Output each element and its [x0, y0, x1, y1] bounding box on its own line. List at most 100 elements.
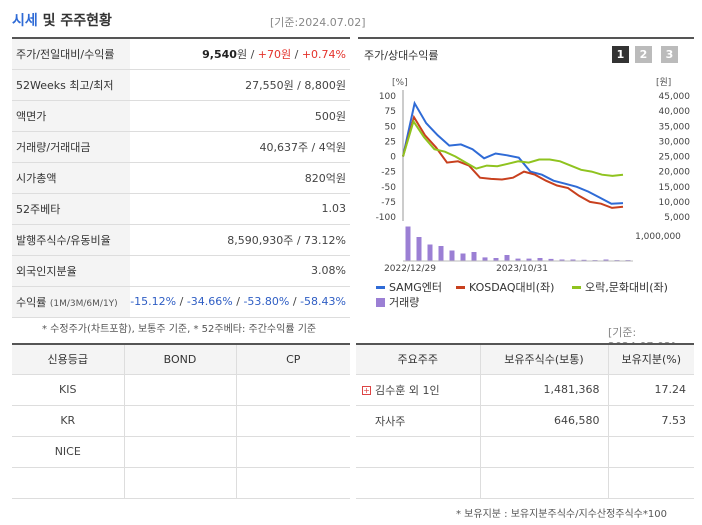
row-value: 40,637주 / 4억원	[130, 131, 350, 163]
chart-tab-2[interactable]: 2	[635, 46, 652, 63]
legend-volume: 거래량	[376, 294, 419, 310]
y-left-tick-label: -25	[381, 168, 396, 178]
agency-cell: KR	[12, 405, 125, 437]
empty-cell	[608, 467, 694, 499]
cp-cell	[236, 405, 350, 437]
row-label: 발행주식수/유동비율	[12, 224, 131, 256]
y-left-tick-label: -100	[376, 213, 397, 223]
price-footnote: * 수정주가(차트포함), 보통주 기준, * 52주베타: 주간수익률 기준	[42, 324, 317, 335]
legend-samg: SAMG엔터	[376, 279, 442, 295]
right-axis-unit: [원]	[656, 77, 671, 88]
column-header: 주요주주	[356, 344, 481, 375]
volume-bar	[504, 255, 510, 261]
volume-bar	[526, 258, 532, 261]
empty-cell	[356, 467, 481, 499]
row-label: 수익률 (1M/3M/6M/1Y)	[12, 286, 131, 318]
chart-tab-3[interactable]: 3	[661, 46, 678, 63]
y-right-tick-label: 30,000	[659, 137, 691, 147]
table-row	[356, 467, 694, 499]
bond-cell	[124, 467, 237, 499]
volume-bar	[460, 253, 466, 261]
volume-bar	[427, 244, 433, 261]
chart-panel: 주가/상대수익률 1 2 3 [%] [원] 100 75 50 25 0 -25 -50 -75…	[358, 37, 694, 310]
row-value: 1.03	[130, 193, 350, 225]
pct-cell: 7.53	[608, 405, 694, 437]
table-row: 액면가 500원	[12, 100, 350, 132]
volume-bar	[482, 257, 488, 261]
empty-cell	[480, 467, 609, 499]
table-row: 자사주 646,580 7.53	[356, 405, 694, 437]
volume-bar	[405, 226, 411, 261]
volume-bar	[548, 258, 554, 261]
table-row: 주가/전일대비/수익률 9,540원 / +70원 / +0.74%	[12, 38, 350, 70]
y-right-tick-label: 40,000	[659, 107, 691, 117]
major-shareholder-table: 주요주주 보유주식수(보통) 보유지분(%) + 김수훈 외 1인 1,481,3…	[356, 343, 694, 499]
table-row	[12, 467, 350, 499]
row-value: 27,550원 / 8,800원	[130, 69, 350, 101]
table-row: 거래량/거래대금 40,637주 / 4억원	[12, 131, 350, 163]
credit-rating-table: 신용등급 BOND CP KIS KR NICE	[12, 343, 350, 499]
series-line	[402, 100, 624, 205]
shares-cell: 1,481,368	[480, 374, 609, 406]
series-line	[402, 114, 624, 209]
volume-bar	[559, 259, 565, 261]
cp-cell	[236, 436, 350, 468]
y-right-tick-label: 15,000	[659, 183, 691, 193]
price-value: 9,540원 / +70원 / +0.74%	[130, 38, 350, 70]
volume-bar	[471, 252, 477, 261]
series-line	[402, 119, 624, 177]
row-value: 500원	[130, 100, 350, 132]
returns-value: -15.12% / -34.66% / -53.80% / -58.43%	[130, 286, 350, 318]
volume-bar	[493, 258, 499, 261]
x-tick-label: 2022/12/29	[384, 264, 436, 274]
empty-cell	[480, 436, 609, 468]
chart-heading: 주가/상대수익률	[364, 49, 439, 62]
return-chart: [%] [원] 100 75 50 25 0 -25 -50 -75 -100 45,000 40,00…	[376, 77, 691, 274]
agency-cell: KIS	[12, 374, 125, 406]
volume-bar	[515, 258, 521, 261]
column-header: 신용등급	[12, 344, 125, 375]
y-left-tick-label: -75	[381, 198, 396, 208]
volume-bar	[537, 258, 543, 261]
bond-cell	[124, 436, 237, 468]
table-header-row: 주요주주 보유주식수(보통) 보유지분(%)	[356, 344, 694, 375]
table-row: 52주베타 1.03	[12, 193, 350, 225]
bond-cell	[124, 405, 237, 437]
price-summary-table: 주가/전일대비/수익률 9,540원 / +70원 / +0.74% 52Wee…	[12, 37, 350, 318]
volume-bar	[449, 250, 455, 261]
price-date-note: [기준:2024.07.02]	[270, 16, 366, 29]
agency-cell: NICE	[12, 436, 125, 468]
pct-cell: 17.24	[608, 374, 694, 406]
y-left-tick-label: 75	[385, 107, 396, 117]
column-header: 보유지분(%)	[608, 344, 694, 375]
volume-bar	[438, 246, 444, 261]
holder-name-cell: 자사주	[356, 405, 481, 437]
section-title: 시세 및 주주현황	[12, 10, 112, 30]
legend-culture: 오락,문화대비(좌)	[572, 279, 668, 295]
volume-tick-label: 1,000,000	[635, 232, 681, 242]
table-row: 52Weeks 최고/최저 27,550원 / 8,800원	[12, 69, 350, 101]
chart-tab-1[interactable]: 1	[612, 46, 629, 63]
table-row: KR	[12, 405, 350, 437]
y-right-tick-label: 20,000	[659, 168, 691, 178]
y-left-tick-label: 100	[379, 92, 396, 102]
y-right-tick-label: 25,000	[659, 153, 691, 163]
volume-bar	[603, 259, 609, 261]
volume-bar	[570, 259, 576, 261]
row-label: 거래량/거래대금	[12, 131, 131, 163]
row-label: 외국인지분율	[12, 255, 131, 287]
table-row: + 김수훈 외 1인 1,481,368 17.24	[356, 374, 694, 406]
y-left-tick-label: 0	[390, 153, 396, 163]
y-left-tick-label: 50	[385, 122, 397, 132]
y-right-tick-label: 5,000	[664, 213, 690, 223]
expand-plus-icon[interactable]: +	[362, 386, 371, 395]
cp-cell	[236, 374, 350, 406]
table-row: 수익률 (1M/3M/6M/1Y) -15.12% / -34.66% / -5…	[12, 286, 350, 318]
row-label: 주가/전일대비/수익률	[12, 38, 131, 70]
cp-cell	[236, 467, 350, 499]
bond-cell	[124, 374, 237, 406]
legend-kosdaq: KOSDAQ대비(좌)	[456, 279, 554, 295]
volume-bar	[416, 237, 422, 261]
row-value: 3.08%	[130, 255, 350, 287]
volume-bar	[581, 259, 587, 261]
